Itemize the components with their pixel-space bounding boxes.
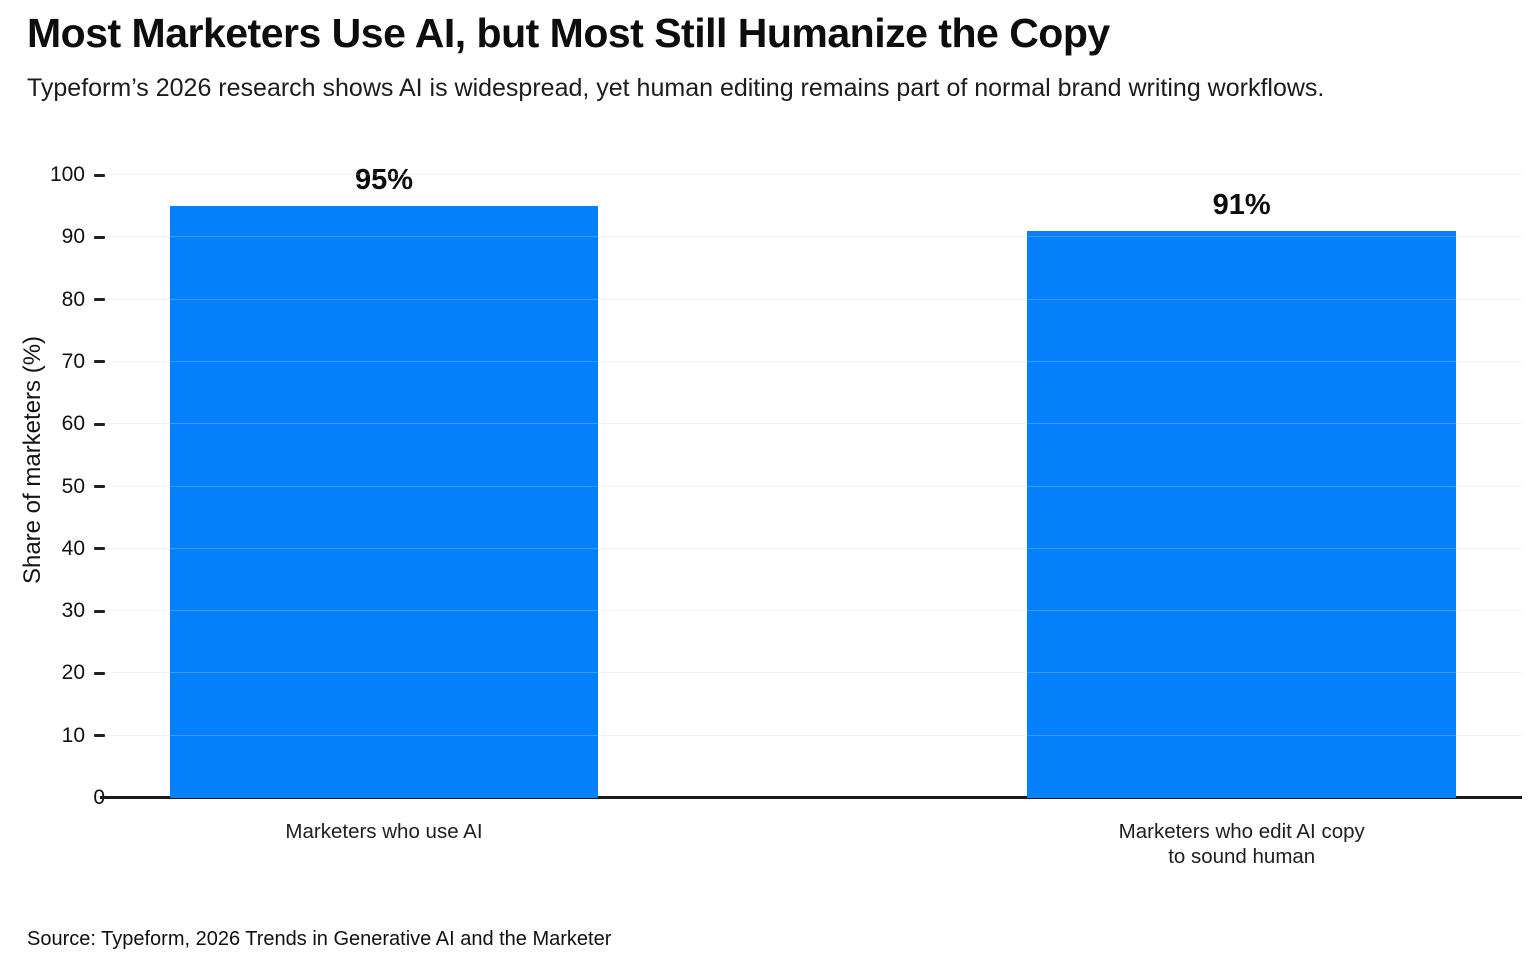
y-tick-label: 30 (61, 599, 85, 623)
gridline (105, 298, 1522, 300)
y-tick-mark (94, 360, 105, 364)
gridline (105, 298, 1522, 300)
chart-title: Most Marketers Use AI, but Most Still Hu… (27, 10, 1110, 56)
bar-value-label: 91% (1212, 189, 1271, 222)
gridline (105, 174, 1522, 175)
gridline (105, 236, 1522, 238)
bar-group-marketers-who-use-ai: 95% (170, 164, 598, 798)
gridline (105, 174, 1522, 175)
y-tick-label: 20 (61, 661, 85, 685)
bar-marketers-who-edit-ai-copy (1027, 231, 1457, 798)
y-tick-mark (94, 298, 105, 302)
gridline (105, 672, 1522, 674)
gridline (105, 360, 1522, 362)
gridline (105, 485, 1522, 487)
y-tick-mark (94, 609, 105, 613)
x-category-label: Marketers who use AI (285, 820, 483, 843)
gridline (105, 610, 1522, 612)
y-tick-mark (94, 485, 105, 488)
y-tick-mark (94, 547, 105, 551)
gridline (105, 734, 1522, 736)
gridline (105, 236, 1522, 238)
gridline (105, 547, 1522, 549)
gridline (105, 485, 1522, 487)
gridline (105, 423, 1522, 425)
y-tick-mark (94, 734, 105, 738)
bar-group-marketers-who-edit-ai-copy: 91% (1027, 175, 1457, 798)
bar-value-label: 95% (354, 164, 414, 197)
gridline (105, 423, 1522, 425)
y-tick-label: 0 (93, 786, 105, 810)
gridline (105, 547, 1522, 549)
y-tick-label: 60 (61, 412, 85, 436)
y-tick-label: 10 (61, 723, 85, 747)
y-axis-ticks: 0 10 20 30 40 50 60 70 80 90 100 (0, 163, 105, 809)
gridline (105, 672, 1522, 674)
y-tick-label: 100 (49, 163, 85, 186)
y-tick-mark (94, 422, 105, 426)
y-tick-label: 50 (61, 474, 85, 498)
bar-marketers-who-use-ai (170, 206, 598, 798)
y-tick-label: 80 (61, 287, 85, 311)
source-note: Source: Typeform, 2026 Trends in Generat… (27, 928, 612, 950)
gridline (105, 360, 1522, 362)
y-tick-mark (94, 671, 105, 675)
gridline (105, 610, 1522, 612)
y-tick-label: 90 (61, 225, 85, 249)
y-tick-label: 40 (61, 536, 85, 560)
x-category-label: Marketers who edit AI copy to sound huma… (1118, 820, 1365, 868)
plot-area: 95% 91% (105, 164, 1522, 798)
chart-subtitle: Typeform’s 2026 research shows AI is wid… (27, 74, 1325, 102)
y-tick-label: 70 (61, 349, 85, 373)
gridline (105, 734, 1522, 736)
x-axis-line (100, 796, 1522, 799)
y-tick-mark (94, 235, 105, 239)
y-tick-mark (94, 173, 105, 177)
